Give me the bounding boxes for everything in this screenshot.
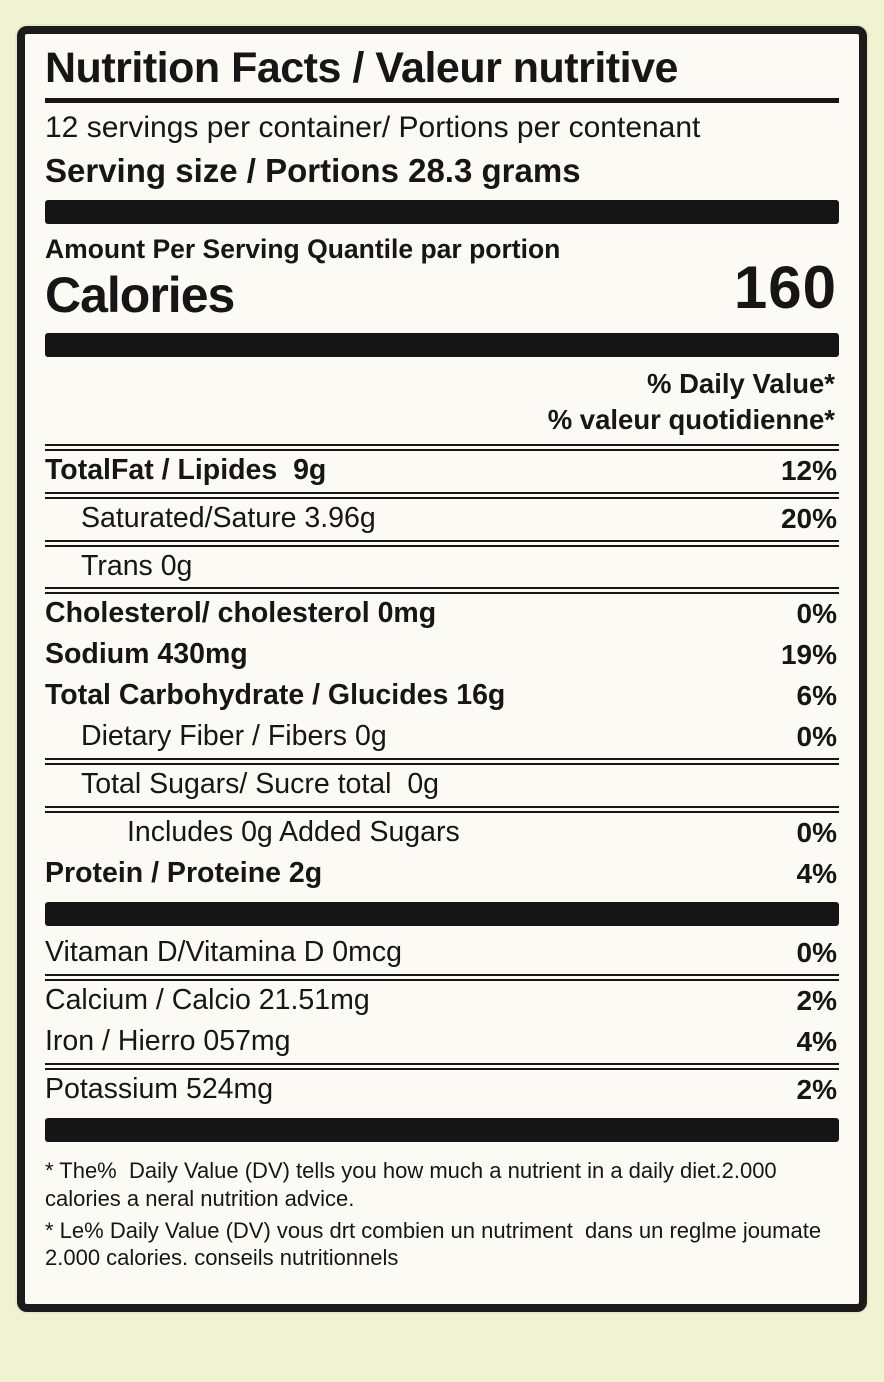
- divider: [45, 806, 839, 814]
- micronutrient-percent: 0%: [796, 936, 837, 968]
- nutrient-percent: 6%: [796, 680, 837, 712]
- divider: [45, 491, 839, 499]
- nutrient-percent: 19%: [780, 639, 837, 671]
- micronutrient-label: Potassium 524mg: [45, 1072, 274, 1105]
- daily-value-header-en: % Daily Value*: [646, 368, 835, 400]
- micronutrient-label: Calcium / Calcio 21.51mg: [45, 983, 370, 1016]
- daily-value-header-fr: % valeur quotidienne*: [547, 403, 835, 435]
- calories-label: Calories: [45, 267, 235, 324]
- micronutrient-row-iron: Iron / Hierro 057mg 4%: [45, 1022, 839, 1063]
- nutrient-label: Total Carbohydrate / Glucides 16g: [45, 679, 506, 712]
- nutrient-label: Total Sugars/ Sucre total 0g: [81, 768, 440, 801]
- footnote-en: * The% Daily Value (DV) tells you how mu…: [45, 1157, 783, 1211]
- nutrient-label: Cholesterol/ cholesterol 0mg: [45, 597, 437, 630]
- divider: [45, 539, 839, 547]
- calories-value: 160: [733, 254, 837, 322]
- serving-size: Serving size / Portions 28.3 grams: [45, 151, 581, 189]
- nutrient-percent: 0%: [796, 721, 837, 753]
- nutrient-label: Dietary Fiber / Fibers 0g: [81, 720, 387, 753]
- divider: [45, 973, 839, 981]
- nutrient-label: Protein / Proteine 2g: [45, 857, 323, 890]
- nutrient-label: Sodium 430mg: [45, 638, 248, 671]
- nutrient-label: Includes 0g Added Sugars: [127, 816, 460, 849]
- footnotes: * The% Daily Value (DV) tells you how mu…: [45, 1149, 839, 1273]
- micronutrient-row-potassium: Potassium 524mg 2%: [45, 1070, 839, 1111]
- nutrient-percent: 20%: [780, 502, 837, 534]
- nutrient-row-total-carbohydrate: Total Carbohydrate / Glucides 16g 6%: [45, 676, 839, 717]
- nutrient-row-added-sugars: Includes 0g Added Sugars 0%: [45, 813, 839, 854]
- footnote-fr: * Le% Daily Value (DV) vous drt combien …: [45, 1217, 828, 1271]
- thick-divider: [45, 200, 839, 225]
- nutrient-percent: 4%: [796, 858, 837, 890]
- nutrient-row-protein: Protein / Proteine 2g 4%: [45, 854, 839, 895]
- thick-divider: [45, 901, 839, 926]
- micronutrient-label: Vitaman D/Vitamina D 0mcg: [45, 935, 402, 968]
- thick-divider: [45, 333, 839, 358]
- nutrient-label: Trans 0g: [81, 549, 193, 582]
- divider: [45, 587, 839, 595]
- amount-per-serving-label: Amount Per Serving Quantile par portion: [45, 234, 561, 265]
- nutrient-row-sodium: Sodium 430mg 19%: [45, 635, 839, 676]
- divider: [45, 443, 839, 451]
- micronutrient-percent: 4%: [796, 1025, 837, 1057]
- micronutrient-percent: 2%: [796, 984, 837, 1016]
- nutrient-row-total-sugars: Total Sugars/ Sucre total 0g: [45, 765, 839, 806]
- micronutrient-row-vitamin-d: Vitaman D/Vitamina D 0mcg 0%: [45, 933, 839, 974]
- nutrient-row-trans-fat: Trans 0g: [45, 547, 839, 588]
- micronutrient-percent: 2%: [796, 1073, 837, 1105]
- nutrient-row-dietary-fiber: Dietary Fiber / Fibers 0g 0%: [45, 717, 839, 758]
- micronutrient-label: Iron / Hierro 057mg: [45, 1024, 291, 1057]
- nutrient-row-saturated-fat: Saturated/Sature 3.96g 20%: [45, 499, 839, 540]
- calories-section: Amount Per Serving Quantile par portion …: [45, 231, 839, 326]
- nutrient-row-total-fat: TotalFat / Lipides 9g 12%: [45, 451, 839, 492]
- nutrient-percent: 0%: [796, 817, 837, 849]
- servings-per-container: 12 servings per container/ Portions per …: [45, 111, 701, 145]
- micronutrient-row-calcium: Calcium / Calcio 21.51mg 2%: [45, 981, 839, 1022]
- thick-divider: [45, 1117, 839, 1142]
- nutrient-label: TotalFat / Lipides 9g: [45, 453, 327, 486]
- divider: [45, 758, 839, 766]
- nutrient-percent: 0%: [796, 598, 837, 630]
- divider: [45, 1062, 839, 1070]
- daily-value-header: % Daily Value* % valeur quotidienne*: [45, 364, 839, 444]
- nutrition-facts-label: Nutrition Facts / Valeur nutritive 12 se…: [17, 26, 867, 1312]
- nutrient-label: Saturated/Sature 3.96g: [81, 501, 376, 534]
- nutrient-row-cholesterol: Cholesterol/ cholesterol 0mg 0%: [45, 594, 839, 635]
- nutrient-percent: 12%: [780, 454, 837, 486]
- label-title: Nutrition Facts / Valeur nutritive: [45, 44, 839, 104]
